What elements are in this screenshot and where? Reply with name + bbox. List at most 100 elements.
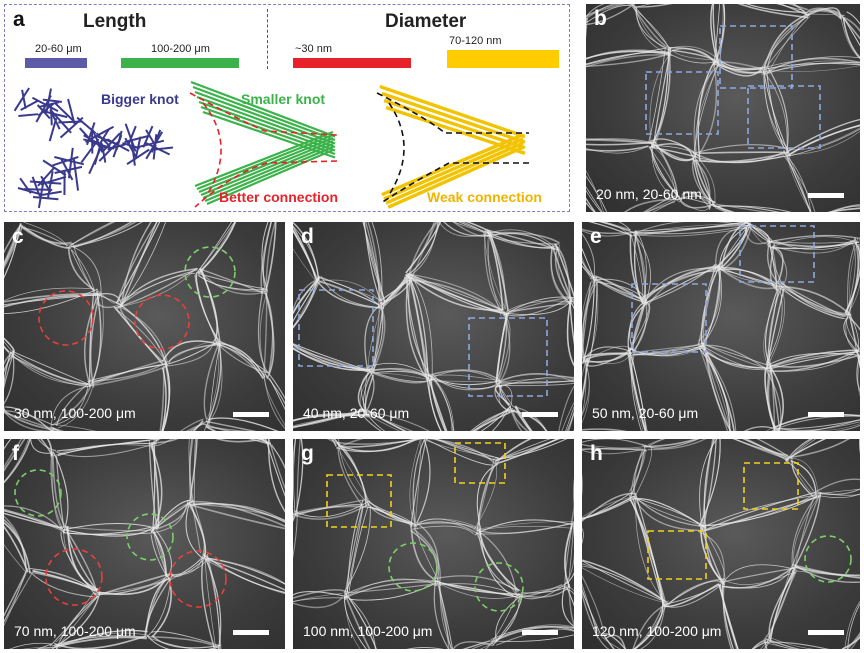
weak-connection-label: Weak connection — [427, 189, 542, 205]
fiber-bundle — [772, 429, 778, 431]
fiber-bundle — [699, 439, 718, 528]
thick-fiber — [381, 133, 524, 197]
fiber-bundle — [5, 406, 53, 431]
fiber-bundle — [586, 170, 604, 212]
fiber-bundle — [775, 4, 805, 12]
fiber-bundle — [476, 463, 499, 530]
fiber-bundle — [497, 312, 507, 383]
fiber-bundle — [630, 222, 752, 237]
fiber-bundle — [206, 557, 285, 585]
fiber-bundle — [633, 303, 651, 354]
fiber-bundle — [293, 342, 370, 371]
fiber-bundle — [408, 276, 434, 381]
fiber-bundle — [503, 296, 574, 317]
fiber-bundle — [495, 595, 521, 643]
fiber-bundle — [779, 285, 844, 318]
fiber-bundle — [206, 425, 249, 431]
fiber-bundle — [643, 439, 699, 448]
fiber-bundle — [4, 341, 12, 352]
short-fiber — [20, 99, 39, 111]
fiber-bundle — [763, 288, 782, 366]
fiber-bundle — [858, 353, 860, 369]
fiber-bundle — [632, 603, 668, 649]
short-fiber — [130, 140, 136, 166]
fiber-bundle — [22, 222, 68, 248]
fiber-bundle — [438, 583, 452, 649]
fiber-bundle — [346, 499, 364, 593]
fiber-bundle — [848, 316, 860, 331]
fiber-bundle — [713, 205, 792, 212]
fiber-bundle — [582, 361, 590, 424]
fiber-bundle — [150, 439, 179, 444]
panel-caption-f: 70 nm, 100-200 μm — [14, 623, 136, 639]
fiber-bundle — [760, 56, 860, 70]
fiber-bundle — [430, 377, 501, 390]
fiber-bundle — [582, 567, 669, 605]
fiber-bundle — [582, 499, 632, 520]
green-dashed-circle — [474, 562, 524, 612]
fiber-bundle — [582, 259, 592, 280]
fiber-bundle — [743, 426, 775, 431]
fiber-bundle — [215, 439, 268, 443]
fiber-bundle — [262, 222, 273, 288]
outline-stroke — [189, 92, 338, 136]
fiber-bundle — [478, 528, 520, 592]
fiber-bundle — [91, 290, 102, 384]
fiber-bundle — [582, 591, 599, 639]
fiber-bundle — [426, 376, 442, 431]
fiber-bundle — [337, 439, 340, 445]
fiber-bundle — [702, 344, 771, 372]
short-fiber — [21, 89, 27, 109]
fiber-bundle — [293, 504, 363, 516]
fiber-bundle — [293, 343, 369, 373]
fiber-bundle — [12, 351, 88, 385]
short-fiber — [49, 108, 72, 134]
fiber-bundle — [582, 428, 627, 431]
fiber-bundle — [293, 589, 349, 599]
fiber-bundle — [411, 522, 482, 532]
fiber-bundle — [763, 641, 830, 649]
fiber-bundle — [732, 439, 789, 456]
fiber-bundle — [582, 589, 601, 634]
fiber-bundle — [582, 233, 595, 281]
long-fiber — [196, 133, 334, 191]
fiber-bundle — [698, 345, 729, 431]
fiber-bundle — [766, 241, 856, 244]
green-dashed-circle — [804, 535, 852, 583]
fiber-bundle — [264, 373, 285, 405]
fiber-bundle — [570, 503, 574, 530]
scale-bar-f — [233, 630, 269, 635]
fiber-bundle — [792, 563, 860, 579]
fiber-bundle — [509, 407, 523, 431]
fiber-bundle — [148, 637, 195, 649]
fiber-bundle — [487, 232, 554, 250]
fiber-bundle — [412, 525, 474, 535]
fiber-bundle — [791, 492, 822, 573]
yellow-dashed-box — [647, 530, 707, 580]
fiber-bundle — [362, 222, 386, 302]
fiber-bundle — [582, 563, 667, 603]
fiber-bundle — [592, 281, 644, 299]
outline-stroke — [388, 102, 405, 196]
fiber-bundle — [777, 282, 851, 316]
fiber-bundle — [478, 533, 521, 592]
fiber-bundle — [87, 360, 163, 388]
fiber-bundle — [664, 580, 723, 607]
fiber-bundle — [367, 362, 430, 377]
fiber-bundle — [260, 439, 271, 445]
fiber-bundle — [604, 634, 626, 649]
fiber-bundle — [779, 424, 860, 431]
fiber-bundle — [704, 496, 817, 527]
fiber-bundle — [205, 425, 217, 431]
fiber-bundle — [763, 62, 860, 70]
fiber-bundle — [582, 247, 595, 279]
fiber-bundle — [4, 574, 26, 617]
diameter-bar-thin — [293, 58, 411, 68]
fiber-bundle — [721, 567, 793, 589]
fiber-bundle — [586, 51, 669, 65]
fiber-bundle — [336, 439, 364, 449]
fiber-bundle — [765, 287, 783, 365]
fiber-bundle — [163, 340, 215, 367]
fiber-bundle — [633, 234, 651, 300]
fiber-bundle — [785, 152, 812, 212]
